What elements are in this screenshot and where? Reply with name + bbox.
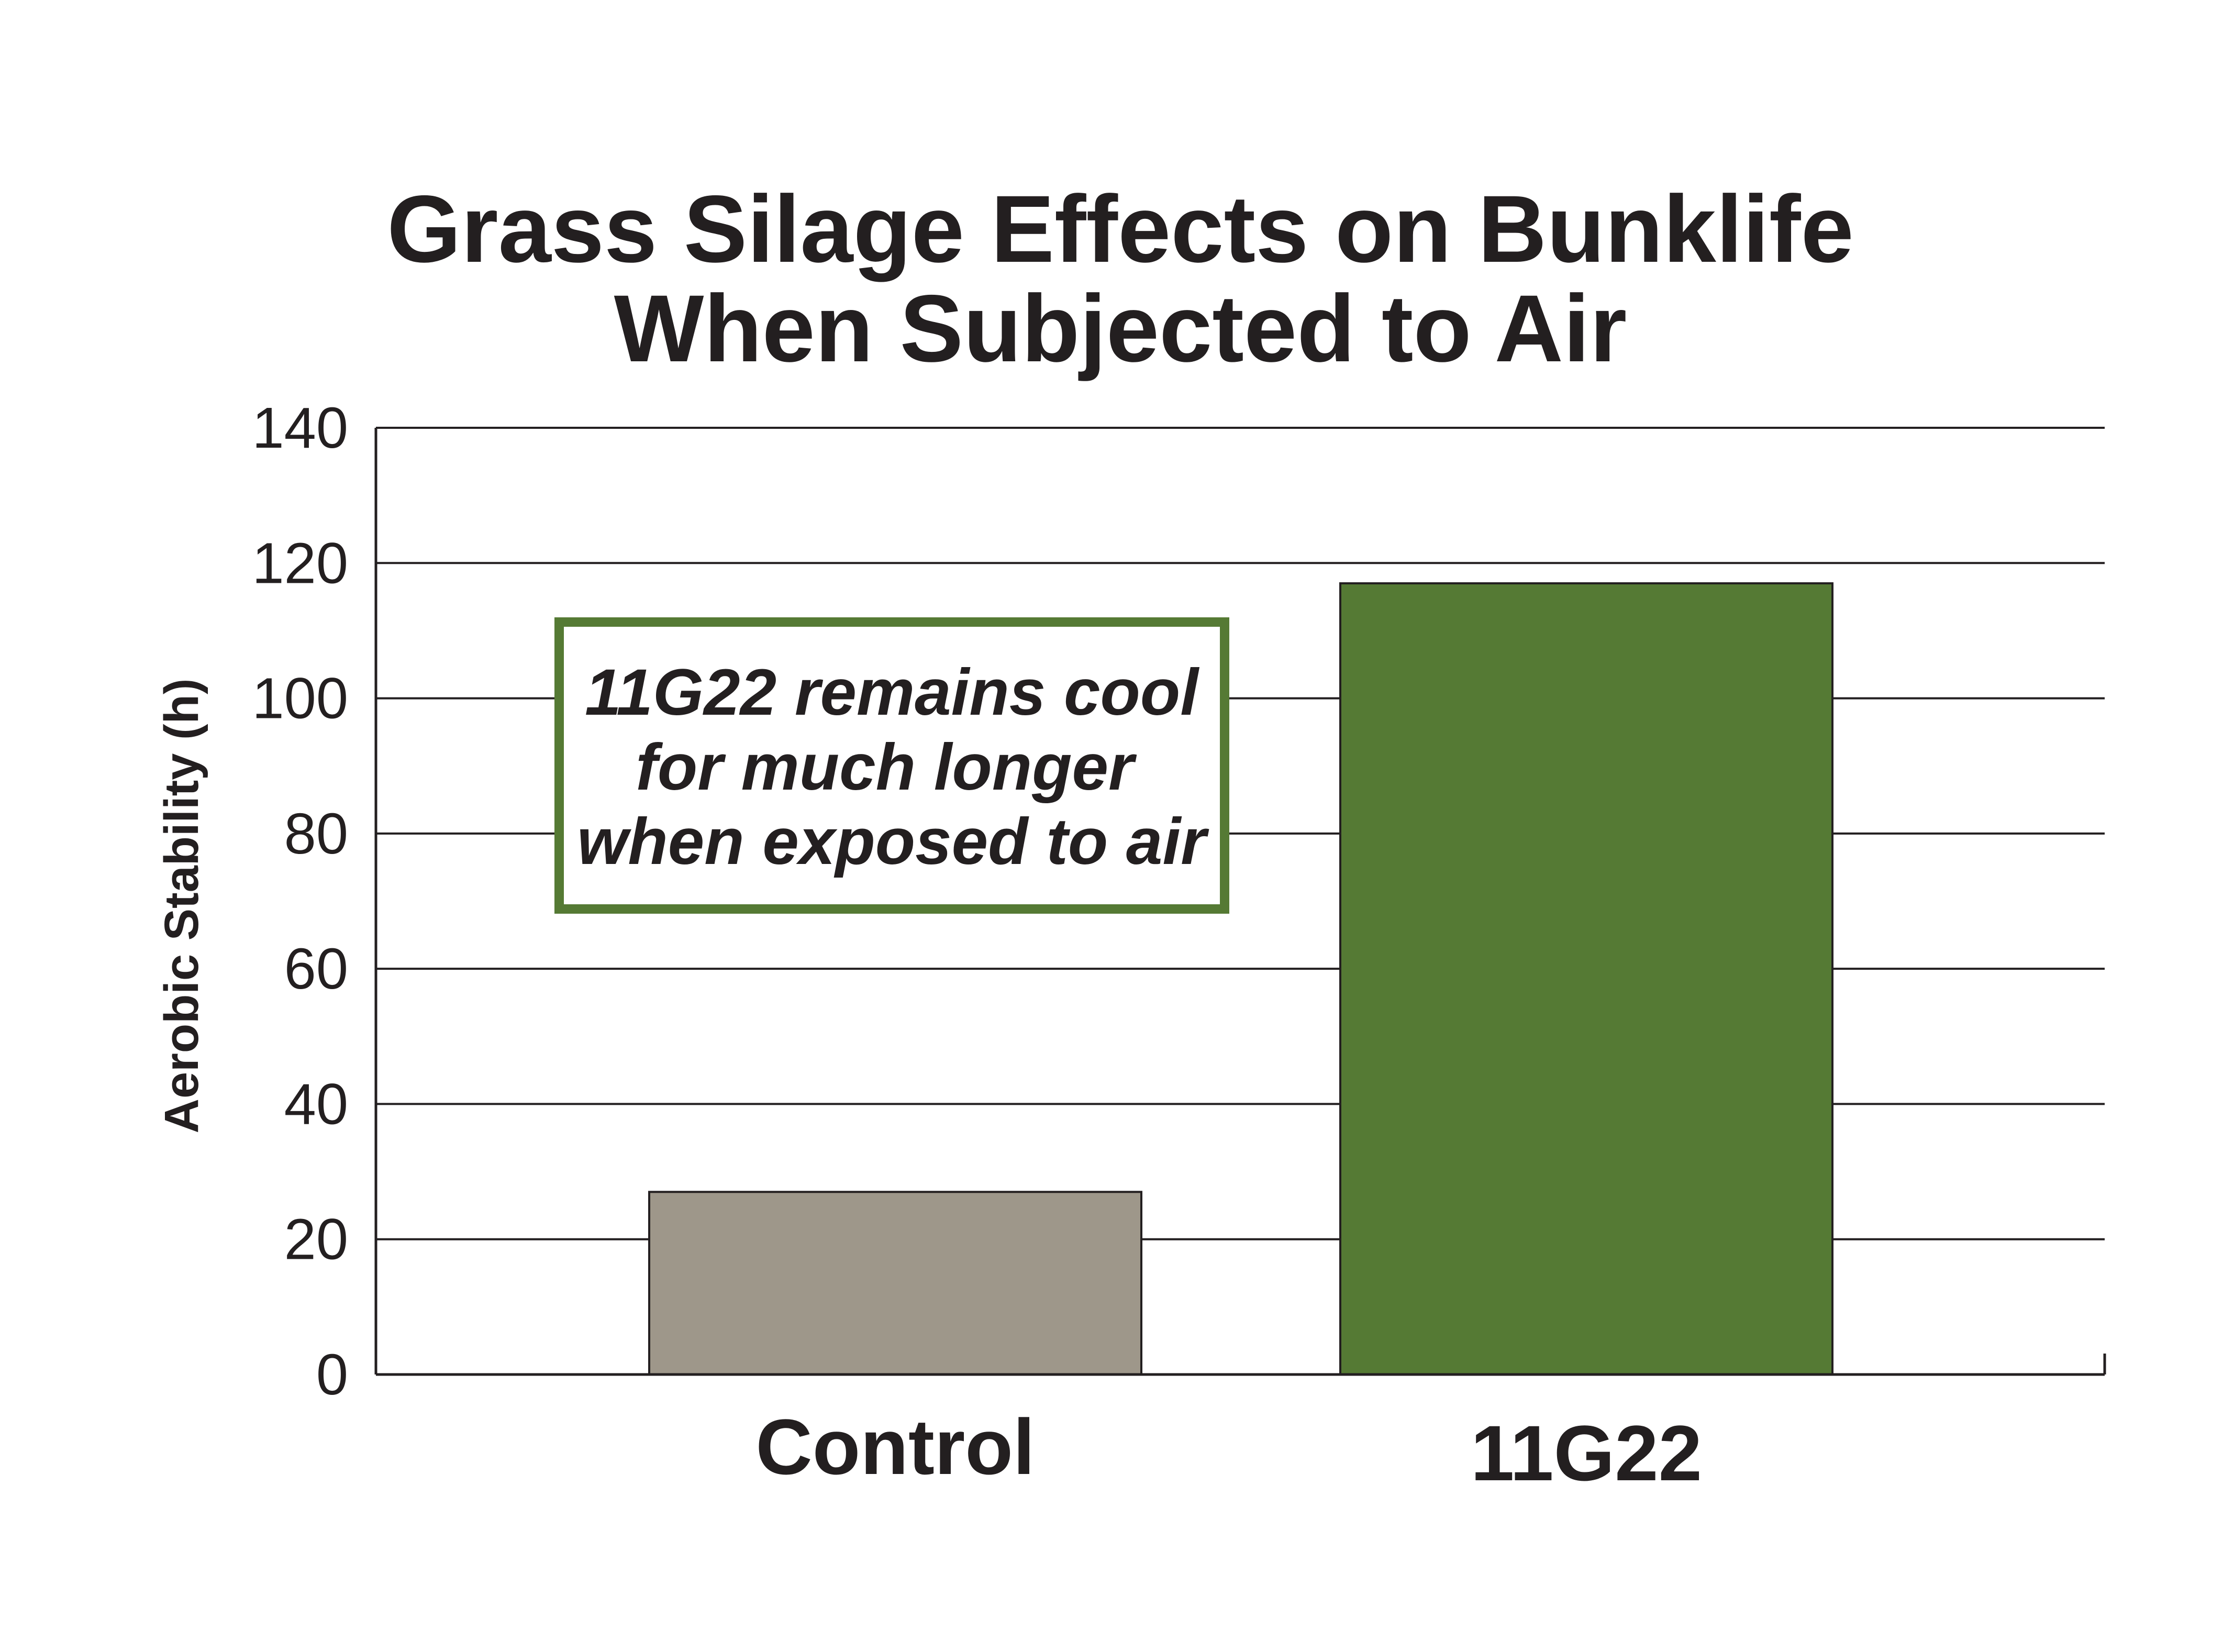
y-tick-label-140: 140: [252, 396, 348, 460]
y-tick-labels: 0 20 40 60 80 100 120 140: [252, 396, 348, 1407]
y-tick-label-20: 20: [284, 1207, 348, 1272]
y-tick-label-80: 80: [284, 802, 348, 866]
y-tick-label-40: 40: [284, 1072, 348, 1136]
callout-line-3: when exposed to air: [577, 805, 1209, 878]
y-axis-label: Aerobic Stability (h): [155, 679, 208, 1134]
bars: [648, 582, 1833, 1376]
bar-control: [648, 1191, 1142, 1376]
category-label-11g22: 11G22: [1471, 1409, 1702, 1497]
chart-title-line-1: Grass Silage Effects on Bunklife: [387, 175, 1854, 282]
y-tick-label-60: 60: [284, 937, 348, 1001]
y-tick-label-120: 120: [252, 531, 348, 595]
chart-title-line-2: When Subjected to Air: [614, 275, 1627, 382]
callout-line-1: 11G22 remains cool: [585, 656, 1199, 729]
bar-11g22: [1339, 582, 1833, 1376]
x-category-labels: Control 11G22: [755, 1403, 1702, 1497]
y-tick-label-0: 0: [316, 1343, 348, 1407]
callout-border: [554, 617, 1229, 914]
axes: [374, 428, 2106, 1376]
y-tick-label-100: 100: [252, 667, 348, 731]
category-label-control: Control: [755, 1403, 1035, 1491]
callout-box: 11G22 remains cool for much longer when …: [554, 617, 1229, 914]
callout-line-2: for much longer: [636, 731, 1137, 804]
